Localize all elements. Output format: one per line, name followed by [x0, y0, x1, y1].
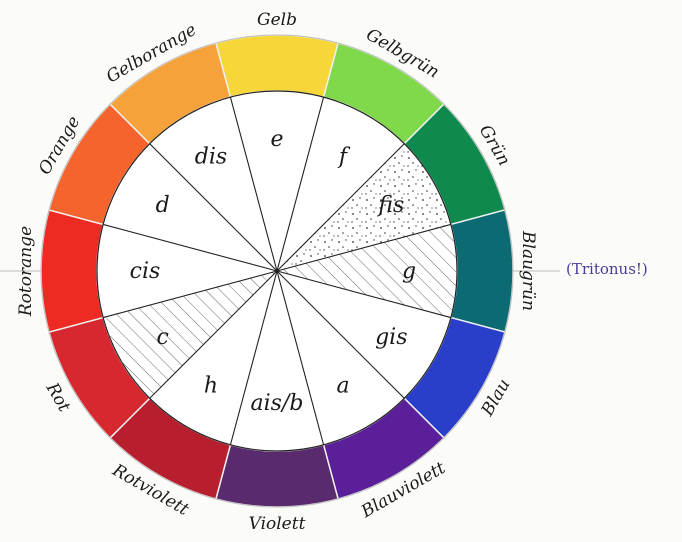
- spoke-line: [276, 270, 452, 319]
- color-segment: [215, 443, 339, 508]
- color-name-label: Blaugrün: [518, 230, 538, 311]
- color-segment: [215, 34, 339, 99]
- spoke-line: [276, 270, 325, 446]
- color-name-label: Gelb: [257, 10, 297, 30]
- hatched-wedge: [103, 271, 277, 399]
- spoke-line: [276, 223, 452, 272]
- spoke-line: [149, 143, 278, 272]
- note-label: d: [156, 193, 170, 218]
- stippled-wedge: [277, 143, 451, 271]
- outer-ring: [40, 34, 514, 508]
- spoke-line: [229, 270, 278, 446]
- hatched-wedge: [277, 224, 457, 318]
- note-label: cis: [130, 259, 161, 284]
- spoke-line: [276, 96, 325, 272]
- note-label: dis: [195, 145, 227, 170]
- note-label: e: [270, 127, 283, 152]
- note-label: c: [157, 325, 169, 350]
- note-label: h: [204, 373, 218, 398]
- spoke-line: [102, 223, 278, 272]
- color-segment: [449, 209, 514, 333]
- spoke-line: [276, 270, 405, 399]
- note-label: g: [402, 259, 416, 284]
- spoke-line: [276, 143, 405, 272]
- note-label: gis: [375, 325, 407, 350]
- note-label: ais/b: [251, 391, 304, 416]
- tritonus-annotation: (Tritonus!): [566, 260, 648, 278]
- spoke-line: [102, 270, 278, 319]
- color-name-label: Rotorange: [16, 226, 36, 317]
- note-label: a: [336, 373, 349, 398]
- spoke-line: [229, 96, 278, 272]
- spoke-line: [149, 270, 278, 399]
- note-label: fis: [376, 193, 404, 218]
- color-segment: [40, 209, 105, 333]
- color-name-label: Violett: [249, 514, 306, 534]
